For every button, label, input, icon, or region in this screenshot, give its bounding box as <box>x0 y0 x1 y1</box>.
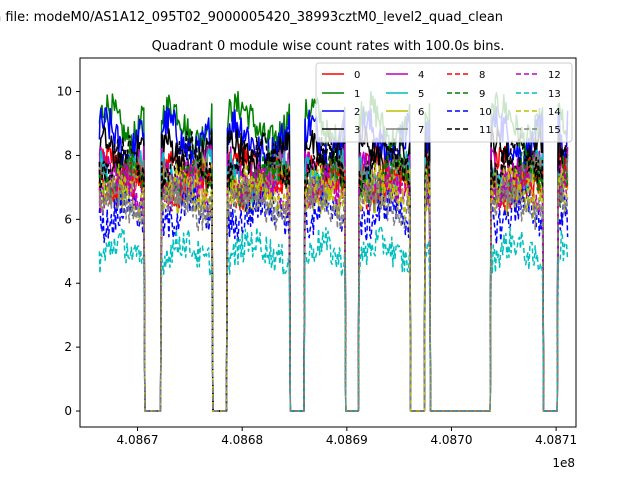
legend-label-10: 10 <box>479 107 492 118</box>
legend-label-4: 4 <box>418 70 424 81</box>
x-tick-label: 4.0867 <box>117 433 159 447</box>
legend-label-9: 9 <box>479 89 485 100</box>
legend-label-6: 6 <box>418 107 424 118</box>
plot-area <box>98 90 569 412</box>
series-line-12 <box>98 158 569 412</box>
series-line-9 <box>98 147 569 412</box>
x-tick-label: 4.0869 <box>326 433 368 447</box>
legend-label-2: 2 <box>354 107 360 118</box>
legend-label-1: 1 <box>354 89 360 100</box>
y-tick-label: 10 <box>57 85 72 99</box>
legend-label-12: 12 <box>548 70 561 81</box>
y-tick-label: 6 <box>64 212 72 226</box>
series-line-13 <box>98 225 569 412</box>
legend-label-14: 14 <box>548 107 561 118</box>
legend-label-13: 13 <box>548 89 561 100</box>
legend-label-11: 11 <box>479 125 492 136</box>
y-tick-label: 0 <box>64 404 72 418</box>
x-tick-label: 4.0868 <box>221 433 263 447</box>
legend-label-8: 8 <box>479 70 485 81</box>
legend-label-7: 7 <box>418 125 424 136</box>
y-axis: 0 2 4 6 8 10 <box>57 85 80 418</box>
chart-title: Quadrant 0 module wise count rates with … <box>152 39 505 54</box>
y-tick-label: 4 <box>64 276 72 290</box>
x-axis-offset-label: 1e8 <box>552 456 575 470</box>
axes-frame <box>79 57 577 428</box>
legend-box <box>315 62 573 143</box>
x-tick-label: 4.0870 <box>430 433 472 447</box>
legend-label-0: 0 <box>354 70 360 81</box>
legend-label-15: 15 <box>548 125 561 136</box>
x-axis: 4.0867 4.0868 4.0869 4.0870 4.0871 <box>117 427 577 447</box>
legend-label-5: 5 <box>418 89 424 100</box>
x-tick-label: 4.0871 <box>535 433 577 447</box>
figure-suptitle: n file: modeM0/AS1A12_095T02_9000005420_… <box>0 10 503 25</box>
y-tick-label: 2 <box>64 340 72 354</box>
y-tick-label: 8 <box>64 148 72 162</box>
legend-label-3: 3 <box>354 125 360 136</box>
series-line-15 <box>98 175 569 412</box>
